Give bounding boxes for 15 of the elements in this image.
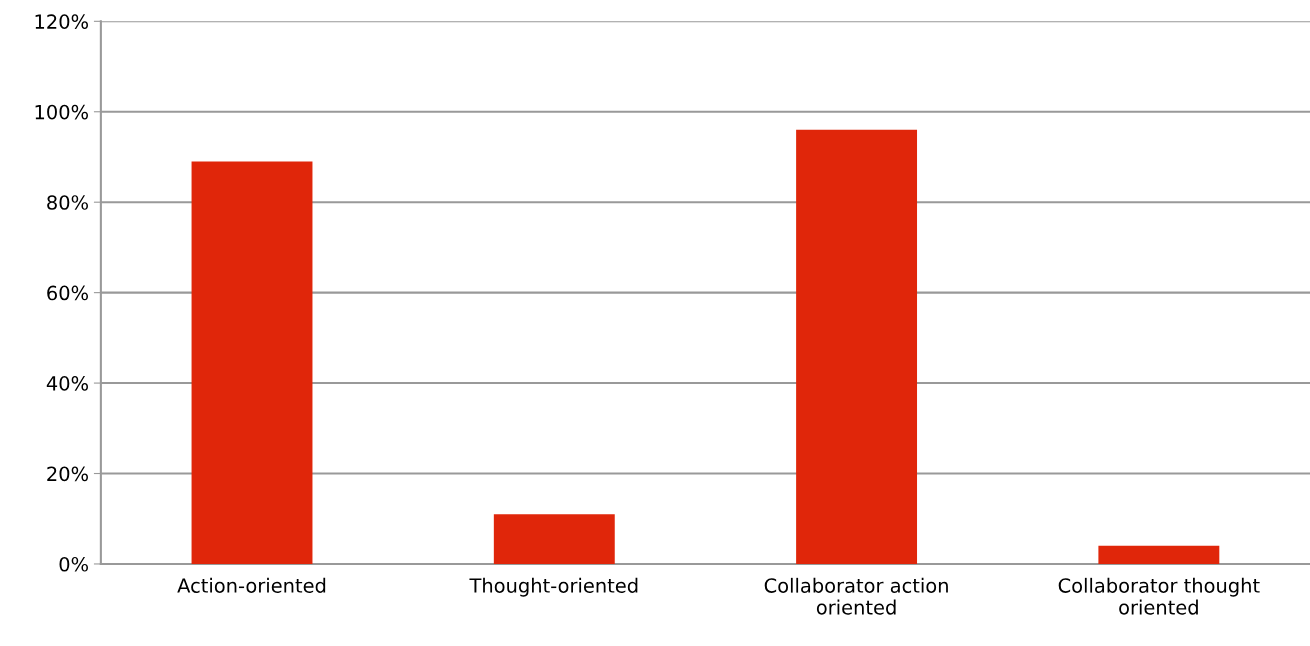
y-tick-label: 0%: [59, 556, 88, 572]
bar: [796, 129, 918, 564]
x-tick-label: Collaborator thought oriented: [1058, 577, 1260, 615]
y-tick-label: 80%: [47, 195, 88, 210]
y-tick-label: 40%: [46, 376, 88, 391]
x-tick-label: Thought-oriented: [469, 577, 638, 597]
x-tick-label: Action-oriented: [177, 577, 326, 593]
y-tick-label: 20%: [47, 466, 88, 482]
y-tick-label: 100%: [35, 104, 88, 120]
bar: [1098, 545, 1220, 564]
x-tick-label: Collaborator action oriented: [764, 577, 948, 615]
bar: [191, 161, 313, 564]
y-tick-label: 120%: [35, 14, 88, 29]
bar: [493, 514, 615, 564]
y-tick-label: 60%: [47, 285, 88, 301]
